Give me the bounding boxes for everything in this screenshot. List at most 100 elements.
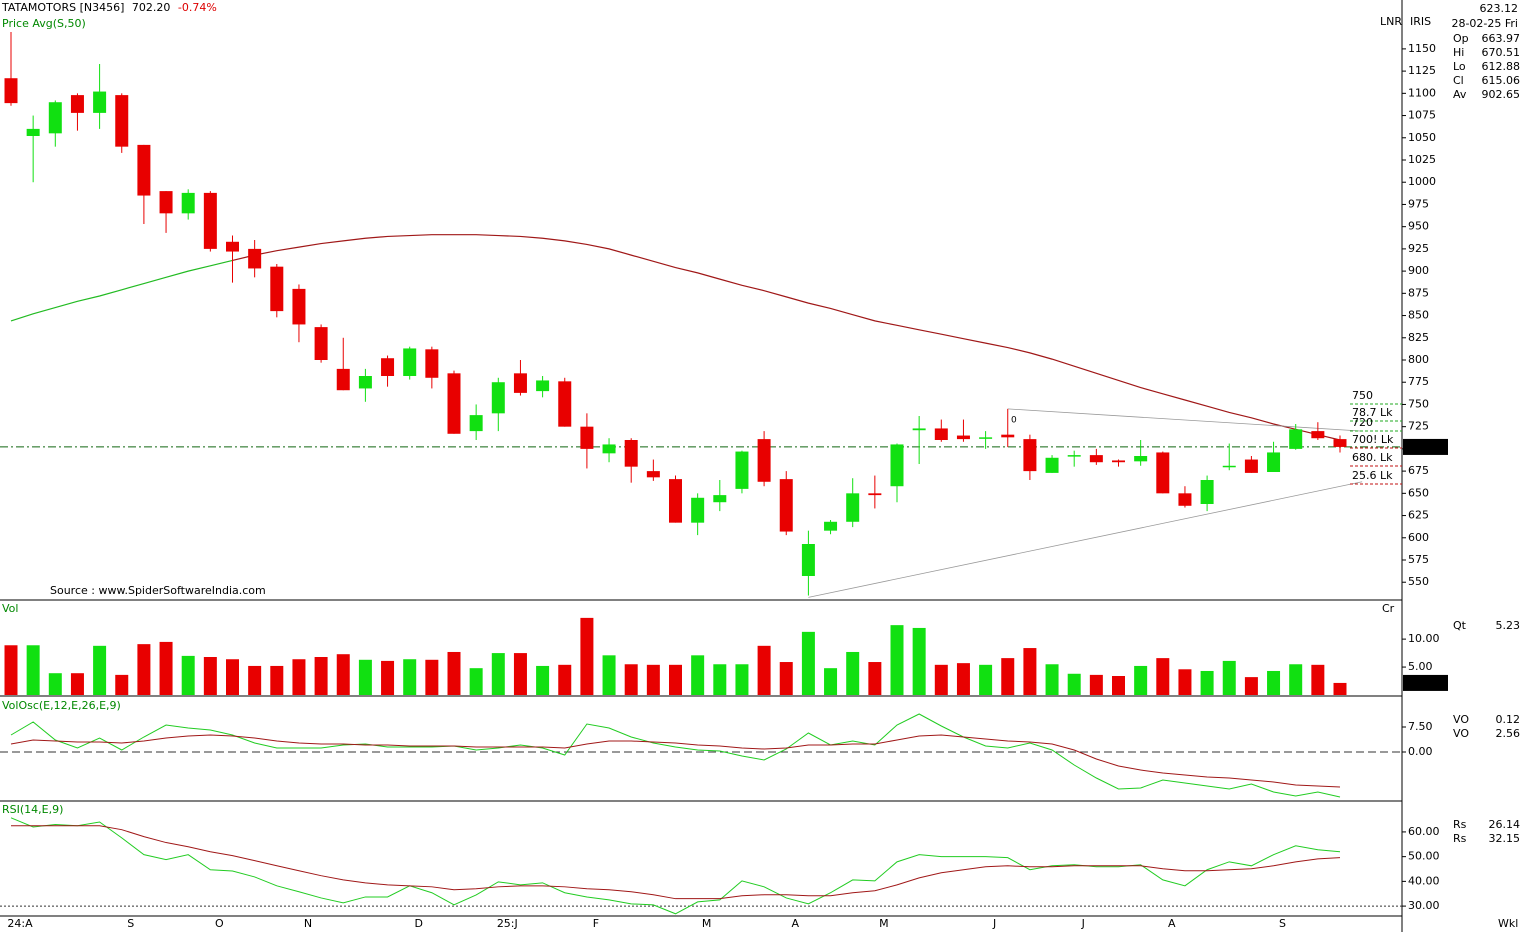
last-volume-box xyxy=(1403,674,1448,691)
readout-value: 0.12 xyxy=(1496,713,1521,726)
x-tick-label: 24:A xyxy=(7,917,33,930)
volume-bar xyxy=(203,657,217,695)
x-tick-label: J xyxy=(992,917,996,930)
volume-bar xyxy=(1112,676,1125,695)
volume-bar xyxy=(824,668,838,695)
candle-body xyxy=(1244,459,1258,473)
volume-bar xyxy=(447,651,461,695)
overlay-label: Price Avg(S,50) xyxy=(2,17,86,30)
level-label: 78.7 Lk xyxy=(1352,406,1393,419)
candle-body xyxy=(1023,439,1037,472)
volume-bar xyxy=(868,662,882,695)
x-tick-label: A xyxy=(791,917,799,930)
x-tick-label: J xyxy=(1081,917,1085,930)
readout-name: Lo xyxy=(1453,60,1466,73)
candle-body xyxy=(868,493,882,496)
volume-bar xyxy=(801,631,815,695)
candle-body xyxy=(1200,480,1214,504)
volume-bar xyxy=(181,655,195,695)
y-tick-label: 550 xyxy=(1408,575,1429,588)
volume-bar xyxy=(979,664,993,695)
candle-body xyxy=(624,440,638,467)
volume-bar xyxy=(1267,670,1281,695)
candle-body xyxy=(270,266,284,312)
y-tick-label: 1150 xyxy=(1408,42,1436,55)
volume-bar xyxy=(890,625,904,695)
candle-body xyxy=(1311,431,1325,439)
volume-bar xyxy=(425,659,439,695)
volume-bar xyxy=(1023,648,1037,695)
candle-body xyxy=(469,415,483,432)
candle-body xyxy=(48,102,62,134)
panel-title: RSI(14,E,9) xyxy=(2,803,63,816)
candle-body xyxy=(358,376,372,389)
candle-body xyxy=(26,128,40,136)
candle-body xyxy=(447,373,461,434)
candle-body xyxy=(1267,452,1281,472)
y-tick-label: 30.00 xyxy=(1408,899,1440,912)
candle-body xyxy=(1222,465,1236,468)
panel-title: Vol xyxy=(2,602,18,615)
readout-name: Rs xyxy=(1453,832,1467,845)
x-tick-label: M xyxy=(702,917,712,930)
candle-body xyxy=(956,435,970,440)
y-tick-label: 50.00 xyxy=(1408,850,1440,863)
candle-body xyxy=(890,444,904,487)
moving-average xyxy=(10,259,233,322)
level-label: 680. Lk xyxy=(1352,451,1393,464)
candle-body xyxy=(979,437,993,439)
y-tick-label: 750 xyxy=(1408,397,1429,410)
candle-body xyxy=(713,495,727,503)
volume-bar xyxy=(336,654,350,695)
level-label: 720 xyxy=(1352,416,1373,429)
y-tick-label: 625 xyxy=(1408,509,1429,522)
candle-body xyxy=(602,444,616,454)
candle-body xyxy=(314,327,328,360)
candle-body xyxy=(70,95,84,113)
volume-bar xyxy=(403,659,417,695)
volume-bar xyxy=(1222,660,1236,695)
candle-body xyxy=(1333,439,1347,447)
volume-bar xyxy=(912,627,926,695)
candle-body xyxy=(1289,429,1303,449)
candle-body xyxy=(203,192,217,249)
y-tick-label: 40.00 xyxy=(1408,874,1440,887)
candle-body xyxy=(115,95,129,147)
y-tick-label: 575 xyxy=(1408,553,1429,566)
y-tick-label: 675 xyxy=(1408,464,1429,477)
source: Source : www.SpiderSoftwareIndia.com xyxy=(50,584,266,597)
volume-bar xyxy=(1156,658,1170,695)
readout-value: 902.65 xyxy=(1482,88,1521,101)
indicator-line xyxy=(11,825,1341,900)
volume-bar xyxy=(558,664,572,695)
candle-body xyxy=(181,192,195,214)
marker: 0 xyxy=(1011,416,1017,426)
last-price-label: 702.20 xyxy=(1406,440,1445,453)
candle-body xyxy=(1001,434,1015,438)
readout-value: 2.56 xyxy=(1496,727,1521,740)
x-tick-label: D xyxy=(414,917,422,930)
last-price-box xyxy=(1403,438,1448,455)
y-tick-label: 5.00 xyxy=(1408,660,1433,673)
y-tick-label: 725 xyxy=(1408,420,1429,433)
readout-value: 612.88 xyxy=(1482,60,1521,73)
readout-name: Rs xyxy=(1453,818,1467,831)
y-tick-label: 60.00 xyxy=(1408,825,1440,838)
volume-bar xyxy=(956,663,970,695)
candle-body xyxy=(336,368,350,391)
volume-bar xyxy=(1178,669,1192,695)
volume-bar xyxy=(580,617,594,695)
change: -0.74% xyxy=(178,1,217,14)
volume-bar xyxy=(602,655,616,695)
unit: Cr xyxy=(1382,602,1395,615)
candle-body xyxy=(1089,455,1103,463)
y-tick-label: 1025 xyxy=(1408,153,1436,166)
volume-bar xyxy=(226,659,239,695)
candle-body xyxy=(735,451,749,489)
volume-bar xyxy=(1089,674,1103,695)
scale-mode: LNR xyxy=(1380,15,1402,28)
readout-name: VO xyxy=(1453,713,1469,726)
trendline xyxy=(808,481,1363,598)
last-price: 702.20 xyxy=(132,1,171,14)
